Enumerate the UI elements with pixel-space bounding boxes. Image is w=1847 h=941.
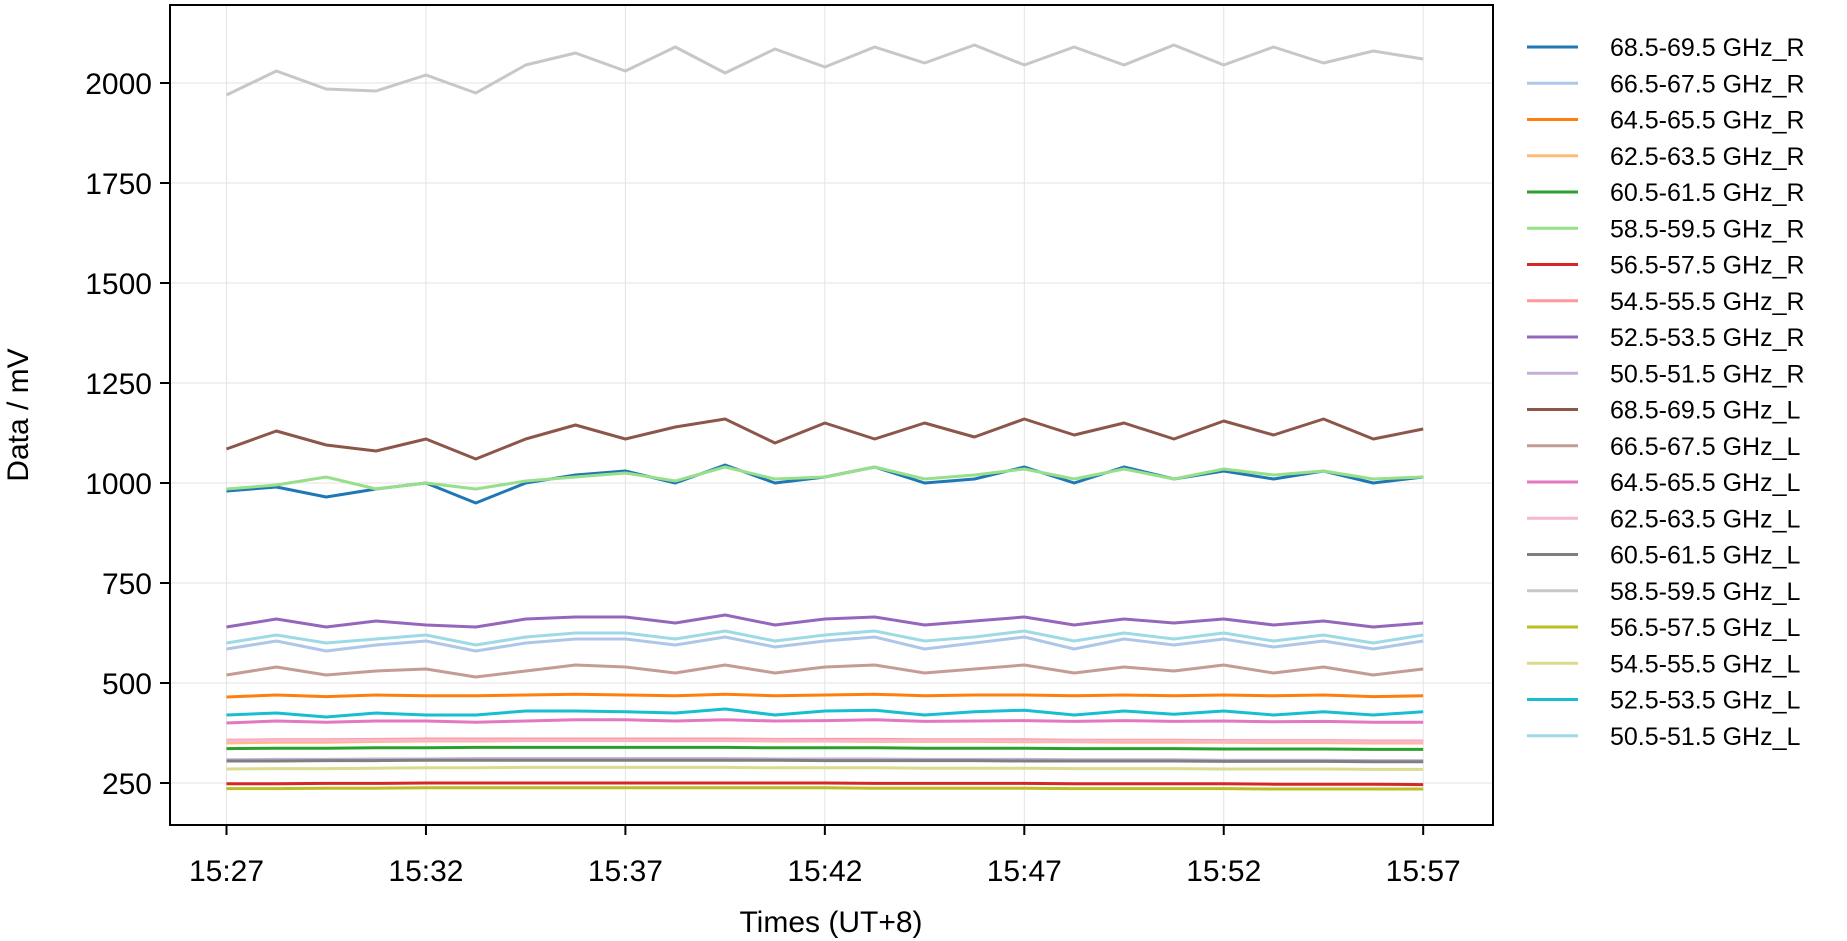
legend-entry: 50.5-51.5 GHz_R: [1610, 360, 1805, 388]
y-tick-label: 1250: [85, 368, 152, 401]
legend-entry: 58.5-59.5 GHz_R: [1610, 215, 1805, 243]
series-line: [226, 786, 1424, 791]
x-tick-label: 15:52: [1186, 855, 1261, 888]
legend: 68.5-69.5 GHz_R 66.5-67.5 GHz_R 64.5-65.5 …: [1527, 34, 1805, 751]
legend-entry: 54.5-55.5 GHz_L: [1610, 650, 1800, 678]
y-axis-label: Data / mV: [2, 348, 35, 481]
y-tick-label: 500: [102, 668, 152, 701]
legend-entry: 58.5-59.5 GHz_L: [1610, 578, 1800, 606]
legend-entry: 60.5-61.5 GHz_R: [1610, 179, 1805, 207]
series-line: [225, 417, 1424, 461]
y-tick-label: 1500: [85, 268, 152, 301]
series-line: [225, 43, 1424, 97]
legend-entry: 62.5-63.5 GHz_R: [1610, 143, 1805, 171]
series-line: [226, 781, 1424, 787]
y-tick-label: 1750: [85, 168, 152, 201]
x-tick-label: 15:57: [1386, 855, 1461, 888]
series-line: [226, 707, 1424, 719]
legend-entry: 56.5-57.5 GHz_L: [1610, 614, 1800, 642]
x-axis-label: Times (UT+8): [739, 906, 922, 939]
series-line: [226, 745, 1424, 751]
x-tick-label: 15:27: [189, 855, 264, 888]
series-line: [226, 629, 1424, 647]
y-tick-label: 1000: [85, 468, 152, 501]
legend-entry: 68.5-69.5 GHz_L: [1610, 397, 1800, 425]
legend-entry: 52.5-53.5 GHz_R: [1610, 324, 1805, 352]
series-line: [226, 718, 1424, 725]
x-tick-label: 15:37: [588, 855, 663, 888]
legend-entry: 50.5-51.5 GHz_L: [1610, 723, 1800, 751]
x-tick-label: 15:42: [787, 855, 862, 888]
series-line: [226, 758, 1424, 764]
plot-area: [225, 43, 1424, 791]
legend-entry: 68.5-69.5 GHz_R: [1610, 34, 1805, 62]
y-tick-label: 750: [102, 568, 152, 601]
series-line: [226, 613, 1424, 629]
y-axis: 250 500 750 1000 1250 1500 1750 2000: [85, 68, 170, 801]
legend-entry: 66.5-67.5 GHz_R: [1610, 70, 1805, 98]
legend-entry: 56.5-57.5 GHz_R: [1610, 252, 1805, 280]
plot-frame: [169, 4, 1494, 826]
y-tick-label: 2000: [85, 68, 152, 101]
series-line: [226, 663, 1424, 679]
y-tick-label: 250: [102, 768, 152, 801]
series-line: [226, 765, 1424, 771]
legend-entry: 64.5-65.5 GHz_R: [1610, 107, 1805, 135]
series-line: [226, 738, 1424, 744]
legend-entry: 54.5-55.5 GHz_R: [1610, 288, 1805, 316]
x-tick-label: 15:32: [388, 855, 463, 888]
legend-entry: 60.5-61.5 GHz_L: [1610, 542, 1800, 570]
x-axis: 15:27 15:32 15:37 15:42 15:47 15:52 15:57: [189, 825, 1461, 888]
series-line: [226, 692, 1424, 699]
legend-entry: 64.5-65.5 GHz_L: [1610, 469, 1800, 497]
x-tick-label: 15:47: [987, 855, 1062, 888]
legend-entry: 62.5-63.5 GHz_L: [1610, 505, 1800, 533]
series-line: [226, 635, 1424, 653]
series-line: [226, 465, 1424, 491]
legend-entry: 66.5-67.5 GHz_L: [1610, 433, 1800, 461]
grid-lines: [170, 5, 1493, 825]
legend-entry: 52.5-53.5 GHz_L: [1610, 687, 1800, 715]
